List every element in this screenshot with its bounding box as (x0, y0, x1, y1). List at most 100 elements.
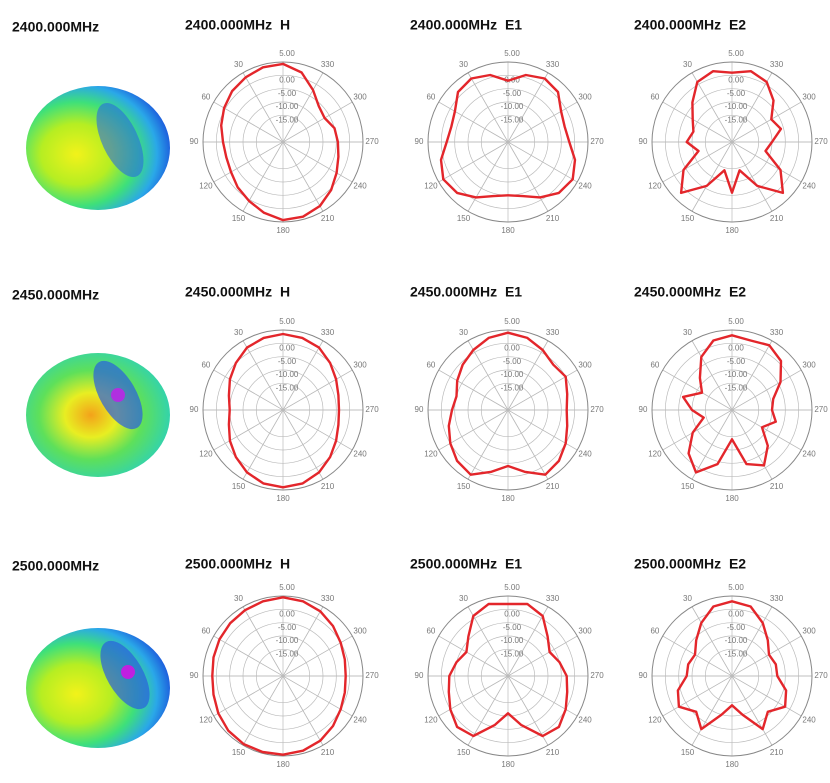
theta-tick-label: 180 (501, 494, 515, 503)
theta-tick-label: 300 (353, 361, 367, 370)
grid-ring (427, 329, 589, 491)
r-tick-label: -10.00 (725, 370, 748, 379)
chart-title: 2500.000MHz E1 (410, 556, 522, 572)
theta-tick-label: 270 (814, 405, 828, 414)
theta-tick-label: 240 (353, 716, 367, 725)
r-tick-label: 5.00 (279, 583, 295, 592)
theta-tick-label: 120 (199, 450, 213, 459)
theta-tick-label: 180 (276, 494, 290, 503)
r-tick-label: -5.00 (278, 89, 297, 98)
r-tick-label: -10.00 (276, 370, 299, 379)
r-tick-label: -5.00 (278, 357, 297, 366)
theta-tick-label: 240 (578, 182, 592, 191)
grid-ring (440, 74, 576, 210)
grid-ring (664, 608, 800, 744)
r-tick-label: -15.00 (276, 649, 299, 658)
theta-tick-label: 120 (424, 182, 438, 191)
grid-ring (255, 382, 311, 438)
theta-tick-label: 90 (415, 137, 424, 146)
grid-ring (467, 101, 549, 183)
r-tick-label: 5.00 (504, 49, 520, 58)
chart-title: 2450.000MHz H (185, 284, 290, 300)
theta-tick-label: 30 (683, 594, 692, 603)
r-tick-label: -10.00 (276, 102, 299, 111)
theta-tick-label: 270 (590, 137, 604, 146)
theta-tick-label: 60 (201, 93, 210, 102)
theta-tick-label: 60 (201, 361, 210, 370)
r-tick-label: -5.00 (503, 89, 522, 98)
theta-tick-label: 180 (725, 760, 739, 769)
theta-tick-label: 300 (578, 361, 592, 370)
pattern-line (220, 62, 340, 222)
grid-ring (651, 329, 813, 491)
grid-ring (664, 74, 800, 210)
theta-tick-label: 180 (276, 760, 290, 769)
chart-title: 2400.000MHz E1 (410, 17, 522, 33)
theta-tick-label: 210 (770, 482, 784, 491)
theta-tick-label: 30 (683, 60, 692, 69)
chart-title: 2500.000MHz H (185, 556, 290, 572)
pattern-line (227, 332, 341, 489)
pattern-line (676, 600, 788, 731)
theta-tick-label: 240 (802, 450, 816, 459)
r-tick-label: 0.00 (279, 75, 295, 84)
theta-tick-label: 150 (681, 482, 695, 491)
theta-tick-label: 330 (321, 60, 335, 69)
theta-tick-label: 120 (424, 450, 438, 459)
chart-title: 2450.000MHz E1 (410, 284, 522, 300)
r-tick-label: 5.00 (728, 583, 744, 592)
grid-ring (242, 369, 324, 451)
theta-tick-label: 270 (590, 671, 604, 680)
theta-tick-label: 90 (639, 671, 648, 680)
r-tick-label: 0.00 (728, 75, 744, 84)
theta-tick-label: 210 (321, 482, 335, 491)
theta-tick-label: 150 (457, 748, 471, 757)
theta-tick-label: 30 (459, 60, 468, 69)
pattern-line (679, 70, 785, 195)
theta-tick-label: 210 (546, 748, 560, 757)
r-tick-label: 5.00 (504, 317, 520, 326)
r-tick-label: 5.00 (504, 583, 520, 592)
grid-ring (678, 622, 786, 730)
theta-tick-label: 330 (770, 594, 784, 603)
theta-tick-label: 270 (814, 671, 828, 680)
theta-tick-label: 330 (321, 594, 335, 603)
pattern-line (211, 596, 347, 756)
r-tick-label: -15.00 (725, 649, 748, 658)
theta-tick-label: 300 (578, 627, 592, 636)
theta-tick-label: 120 (648, 716, 662, 725)
theta-tick-label: 330 (321, 328, 335, 337)
theta-tick-label: 90 (639, 137, 648, 146)
theta-tick-label: 300 (802, 361, 816, 370)
grid-ring (467, 635, 549, 717)
theta-tick-label: 180 (276, 226, 290, 235)
r-tick-label: 0.00 (728, 609, 744, 618)
grid-ring (427, 61, 589, 223)
theta-tick-label: 240 (353, 450, 367, 459)
pattern-line (447, 602, 569, 738)
theta-tick-label: 270 (590, 405, 604, 414)
theta-tick-label: 60 (650, 361, 659, 370)
grid-ring (651, 61, 813, 223)
grid-ring (467, 369, 549, 451)
r-tick-label: -5.00 (727, 623, 746, 632)
grid-ring (427, 595, 589, 757)
grid-ring (678, 88, 786, 196)
theta-tick-label: 60 (650, 627, 659, 636)
theta-tick-label: 150 (681, 214, 695, 223)
grid-ring (454, 356, 562, 464)
chart-title: 2500.000MHz E2 (634, 556, 746, 572)
theta-tick-label: 60 (650, 93, 659, 102)
theta-tick-label: 150 (232, 214, 246, 223)
grid-ring (440, 608, 576, 744)
grid-ring (651, 595, 813, 757)
r-tick-label: -5.00 (727, 89, 746, 98)
r-tick-label: -15.00 (276, 115, 299, 124)
theta-tick-label: 210 (321, 214, 335, 223)
theta-tick-label: 240 (578, 716, 592, 725)
theta-tick-label: 150 (232, 748, 246, 757)
theta-tick-label: 240 (802, 716, 816, 725)
theta-tick-label: 90 (639, 405, 648, 414)
grid-ring (215, 608, 351, 744)
pattern-label: 2450.000MHz (12, 287, 99, 303)
